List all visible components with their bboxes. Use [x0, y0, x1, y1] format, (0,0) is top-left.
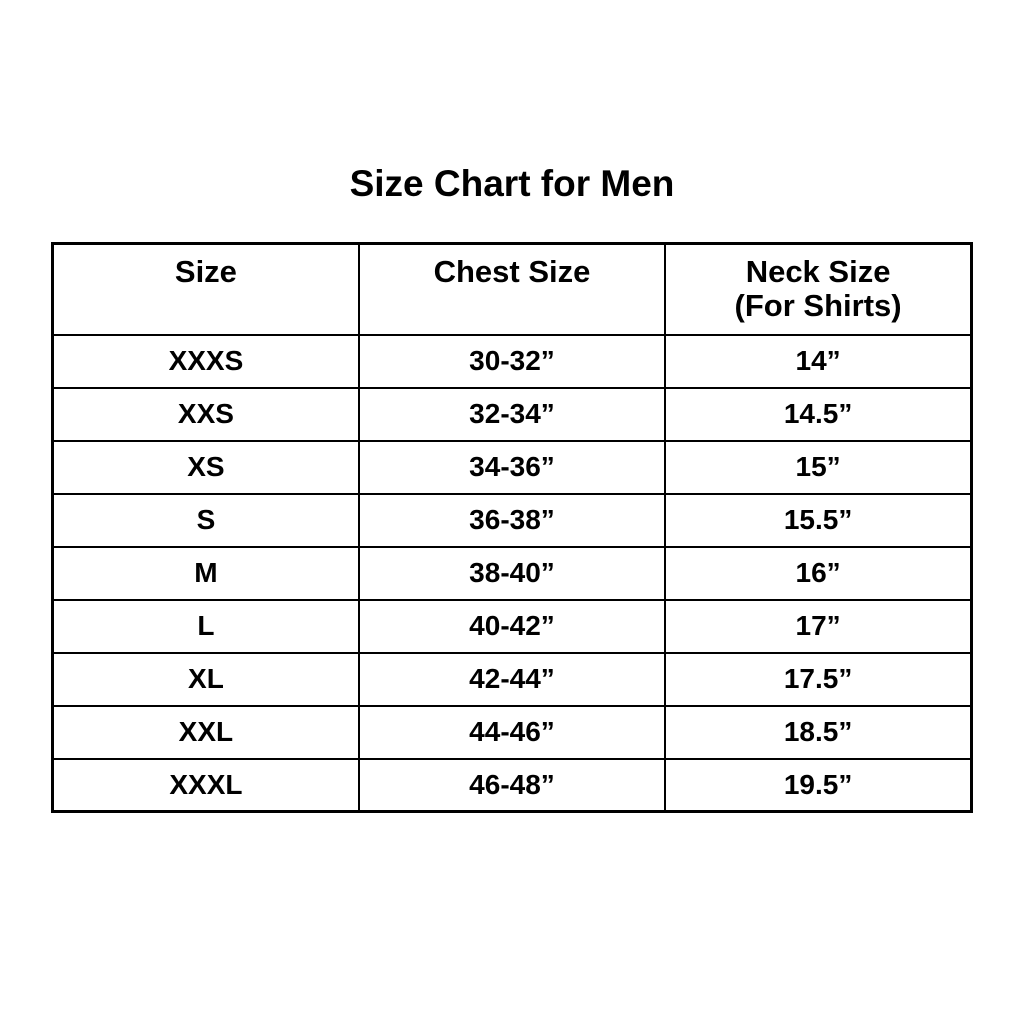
- cell-neck: 15”: [664, 439, 973, 495]
- size-chart-table: Size Chest Size Neck Size (For Shirts) X…: [51, 242, 973, 813]
- cell-neck: 17”: [664, 598, 973, 654]
- header-label-size: Size: [174, 254, 237, 289]
- cell-neck: 15.5”: [664, 492, 973, 548]
- header-cell-neck-size: Neck Size (For Shirts): [664, 242, 973, 336]
- header-label-neck-size: Neck Size: [745, 254, 891, 289]
- table-row: XS 34-36” 15”: [51, 439, 973, 495]
- cell-chest: 38-40”: [357, 545, 667, 601]
- cell-size: XXXS: [51, 333, 360, 389]
- page-title: Size Chart for Men: [349, 163, 675, 204]
- cell-chest: 46-48”: [357, 757, 667, 813]
- cell-chest: 30-32”: [357, 333, 667, 389]
- header-cell-chest-size: Chest Size: [357, 242, 667, 336]
- cell-neck: 16”: [664, 545, 973, 601]
- table-header-row: Size Chest Size Neck Size (For Shirts): [51, 242, 973, 336]
- cell-size: S: [51, 492, 360, 548]
- table-row: XXXL 46-48” 19.5”: [51, 757, 973, 813]
- cell-neck: 18.5”: [664, 704, 973, 760]
- table-row: XXL 44-46” 18.5”: [51, 704, 973, 760]
- cell-chest: 40-42”: [357, 598, 667, 654]
- cell-neck: 19.5”: [664, 757, 973, 813]
- cell-chest: 44-46”: [357, 704, 667, 760]
- cell-neck: 17.5”: [664, 651, 973, 707]
- cell-size: XXXL: [51, 757, 360, 813]
- cell-chest: 34-36”: [357, 439, 667, 495]
- table-row: XXS 32-34” 14.5”: [51, 386, 973, 442]
- cell-chest: 42-44”: [357, 651, 667, 707]
- header-sublabel-neck-size: (For Shirts): [734, 288, 902, 323]
- cell-size: XXL: [51, 704, 360, 760]
- cell-chest: 36-38”: [357, 492, 667, 548]
- header-cell-size: Size: [51, 242, 360, 336]
- cell-neck: 14”: [664, 333, 973, 389]
- table-row: S 36-38” 15.5”: [51, 492, 973, 548]
- cell-size: L: [51, 598, 360, 654]
- header-label-chest-size: Chest Size: [433, 254, 591, 289]
- cell-chest: 32-34”: [357, 386, 667, 442]
- table-row: XL 42-44” 17.5”: [51, 651, 973, 707]
- cell-size: XL: [51, 651, 360, 707]
- table-row: L 40-42” 17”: [51, 598, 973, 654]
- cell-size: M: [51, 545, 360, 601]
- cell-size: XXS: [51, 386, 360, 442]
- cell-neck: 14.5”: [664, 386, 973, 442]
- table-row: M 38-40” 16”: [51, 545, 973, 601]
- cell-size: XS: [51, 439, 360, 495]
- table-row: XXXS 30-32” 14”: [51, 333, 973, 389]
